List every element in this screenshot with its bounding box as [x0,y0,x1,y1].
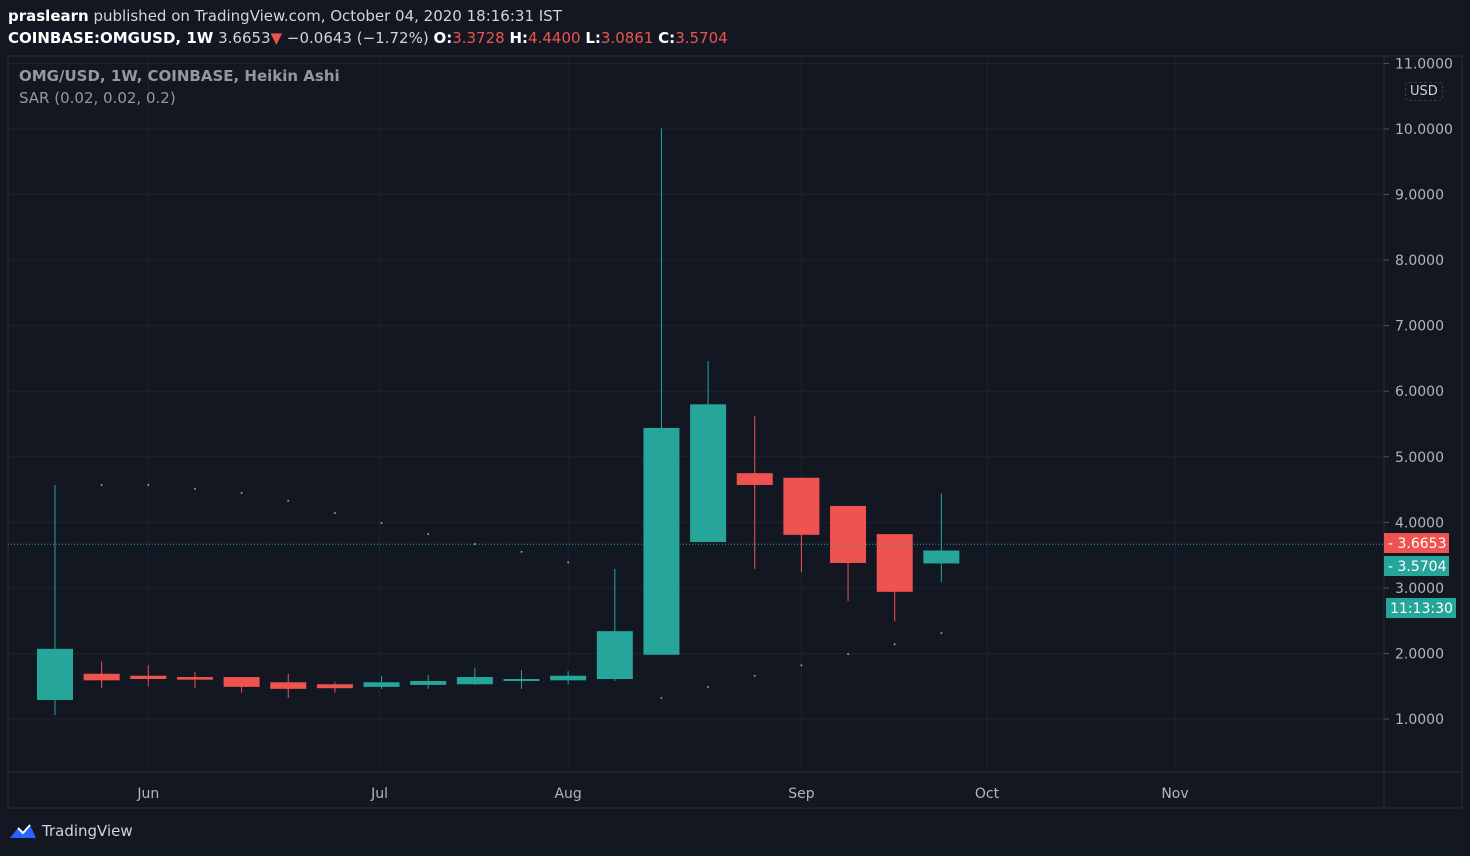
candle-body [876,534,913,592]
y-tick-label: 7.0000 [1395,319,1444,335]
candle-body [736,473,773,485]
sar-dot [473,542,476,545]
candle-body [130,675,167,680]
sar-dot [240,491,243,494]
brand-name: TradingView [42,822,133,840]
candle-body [37,648,73,700]
y-tick-label: 1.0000 [1395,712,1444,728]
y-tick-label: 9.0000 [1395,188,1444,204]
countdown-bg [1386,598,1456,618]
sar-dot [287,499,290,502]
sar-dot [800,664,803,667]
candle-body [176,677,213,680]
tradingview-cloud-icon [10,824,36,838]
indicator-legend[interactable]: SAR (0.02, 0.02, 0.2) [19,89,176,107]
open-label: O: [433,29,453,47]
currency-button[interactable]: USD [1405,82,1443,101]
x-tick-label: Oct [975,786,1000,802]
publish-text: published on TradingView.com, October 04… [93,7,562,25]
sar-dot [380,521,383,524]
down-arrow-icon: ▼ [270,29,283,47]
candle-body [550,675,587,681]
sar-dot [100,483,103,486]
candle-body [596,631,633,680]
low-value: 3.0861 [600,29,654,47]
x-tick-label: Aug [554,786,581,802]
sar-dot [940,632,943,635]
close-value: 3.5704 [675,29,728,47]
chart-legend-title: OMG/USD, 1W, COINBASE, Heikin Ashi [19,67,340,85]
sar-dot [567,561,570,564]
last-price: 3.6653 [218,29,271,47]
price-label-bg [1384,556,1449,576]
publish-info: praslearn published on TradingView.com, … [8,7,562,25]
chart-frame [7,55,1463,809]
sar-dot [147,483,150,486]
sar-dot [707,685,710,688]
candle-body [503,679,540,681]
candle-body [783,477,820,535]
tradingview-logo[interactable]: TradingView [8,822,133,840]
x-tick-label: Jun [136,786,159,802]
y-tick-label: 5.0000 [1395,450,1444,466]
y-tick-label: 3.0000 [1395,581,1444,597]
y-tick-label: 2.0000 [1395,646,1444,662]
high-label: H: [509,29,529,47]
y-tick-label: 4.0000 [1395,515,1444,531]
x-tick-label: Nov [1161,786,1188,802]
candle-body [410,680,447,685]
candle-body [223,677,260,687]
candle-body [270,682,307,689]
y-tick-label: 10.0000 [1395,122,1453,138]
price-label: - 3.5704 [1388,559,1447,575]
candle-body [690,404,727,542]
open-value: 3.3728 [452,29,505,47]
candle-body [830,505,867,563]
candle-body [456,677,493,685]
sar-dot [333,512,336,515]
candle-body [316,684,353,689]
price-label: - 3.6653 [1388,536,1447,552]
sar-dot [427,533,430,536]
high-value: 4.4400 [528,29,581,47]
author: praslearn [8,7,89,25]
x-tick-label: Sep [788,786,815,802]
y-tick-label: 8.0000 [1395,253,1444,269]
sar-dot [893,643,896,646]
sar-dot [193,487,196,490]
y-tick-label: 6.0000 [1395,384,1444,400]
candle-body [923,550,960,564]
close-label: C: [658,29,676,47]
change: −0.0643 (−1.72%) [286,29,429,47]
symbol: COINBASE:OMGUSD, 1W [8,29,214,47]
x-tick-label: Jul [370,786,388,802]
sar-dot [847,653,850,656]
candle-body [363,682,400,687]
y-tick-label: 11.0000 [1395,56,1453,72]
candle-body [643,427,680,655]
symbol-info: COINBASE:OMGUSD, 1W 3.6653▼ −0.0643 (−1.… [8,29,728,47]
candle-body [83,673,120,681]
low-label: L: [585,29,601,47]
bar-countdown: 11:13:30 [1390,601,1453,617]
sar-dot [753,674,756,677]
sar-dot [520,550,523,553]
price-label-bg [1384,533,1449,553]
sar-dot [660,697,663,700]
